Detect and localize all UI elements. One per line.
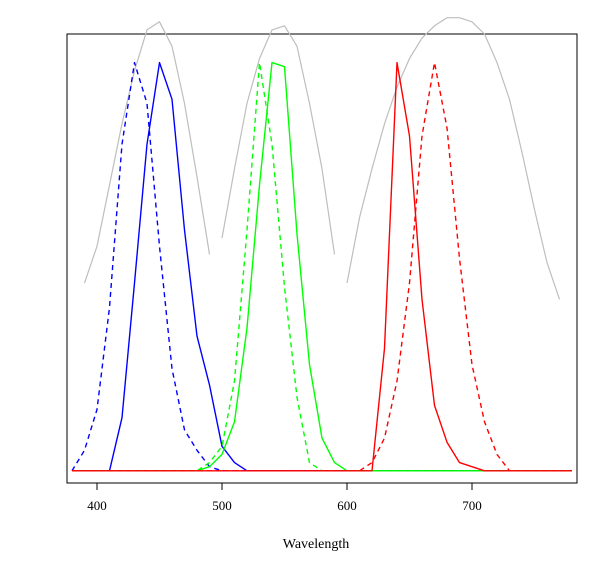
series-line-8: [72, 61, 572, 472]
series-line-7: [72, 61, 572, 472]
x-axis-title: Wavelength: [283, 537, 350, 552]
x-tick-label: 400: [87, 498, 107, 513]
x-axis: 400 500 600 700: [87, 483, 482, 513]
series-line-0: [83, 21, 211, 284]
series-line-3: [71, 61, 572, 472]
series-layer: [71, 17, 572, 472]
series-line-5: [72, 61, 572, 472]
x-tick-label: 500: [212, 498, 232, 513]
series-line-6: [72, 61, 572, 472]
x-tick-label: 700: [462, 498, 482, 513]
series-line-2: [346, 17, 561, 300]
series-line-1: [221, 25, 336, 255]
series-line-4: [72, 61, 572, 472]
x-tick-label: 600: [337, 498, 357, 513]
plot-frame: [66, 33, 578, 484]
